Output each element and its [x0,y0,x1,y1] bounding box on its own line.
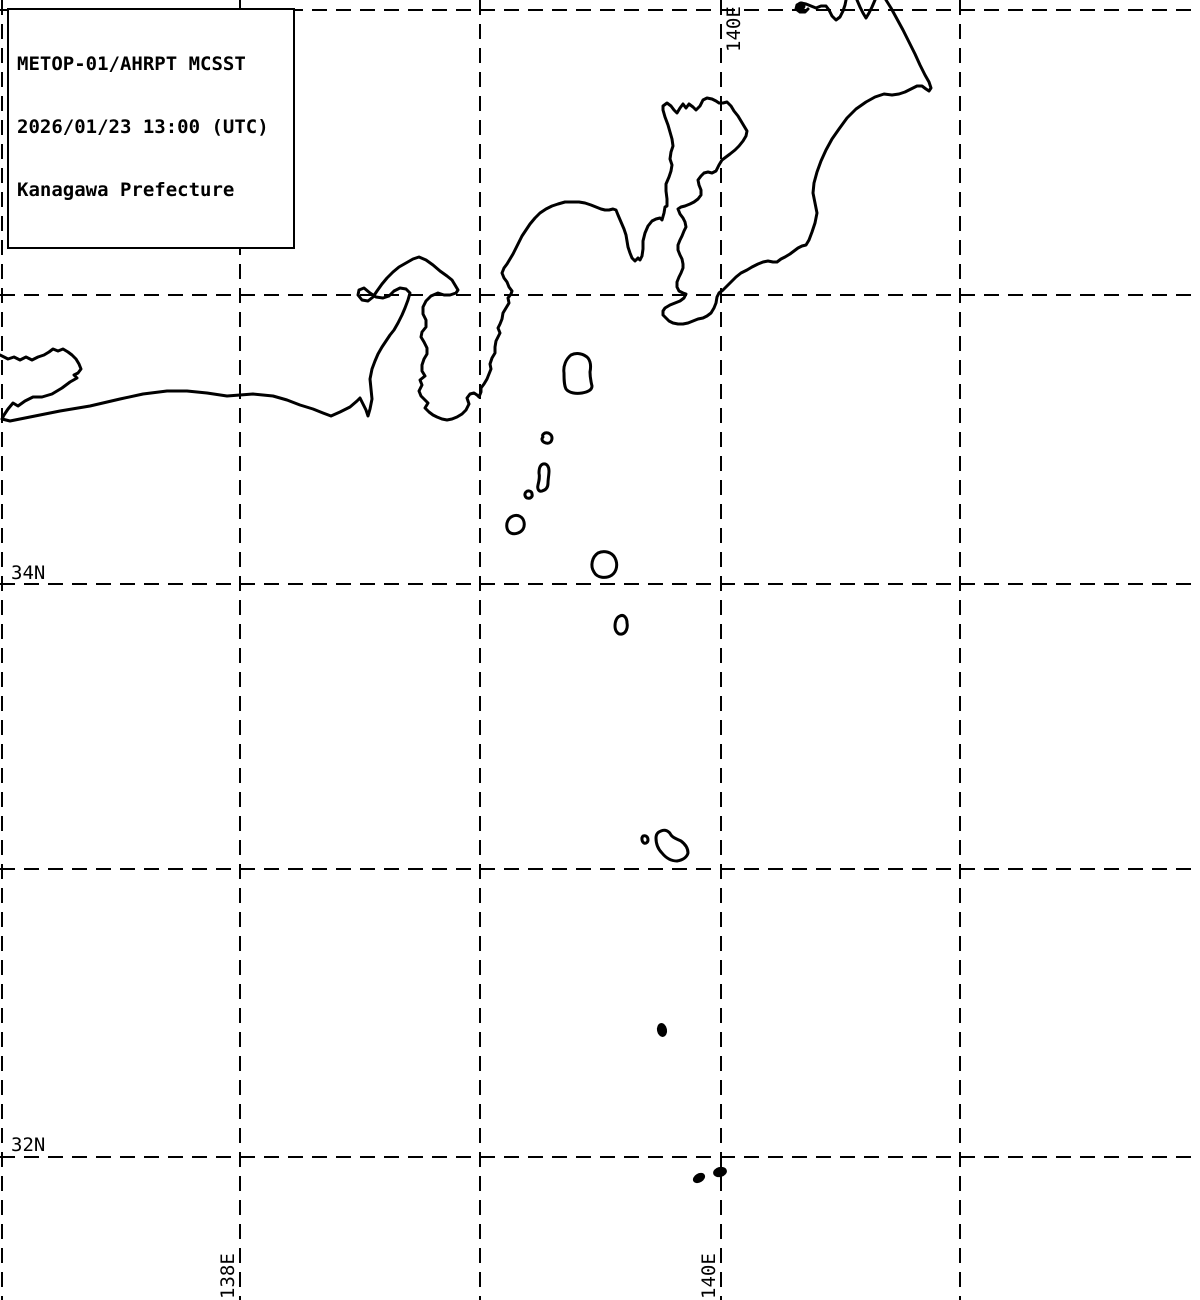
hachijojima-island [654,828,690,863]
map-title-box: METOP-01/AHRPT MCSST 2026/01/23 13:00 (U… [7,8,295,249]
region-name: Kanagawa Prefecture [17,179,235,201]
longitude-label-140e-top: 140E [723,6,745,52]
bayonnaise-rock-west [692,1172,706,1184]
bayonnaise-rock-east [713,1166,727,1178]
observation-datetime: 2026/01/23 13:00 (UTC) [17,116,269,138]
miyakejima-island [590,550,619,579]
toshima-island [540,431,554,445]
aogashima-island [656,1023,668,1037]
longitude-label-140e-bottom: 140E [698,1253,720,1299]
tone-inlet-segment [794,0,848,22]
kashima-notch-segment [855,0,877,20]
mikurajima-island [613,614,629,636]
izu-oshima-island [562,352,594,395]
honshu-coastline [0,0,933,423]
niijima-island [536,462,551,493]
latitude-label-34n: 34N [11,562,46,584]
hachijo-kojima-island [640,834,650,845]
shikinejima-island [523,489,534,500]
coastal-dot [796,1,806,11]
longitude-label-138e-bottom: 138E [217,1253,239,1299]
latitude-label-32n: 32N [11,1134,46,1156]
kozushima-island [505,513,526,536]
satellite-product-title: METOP-01/AHRPT MCSST [17,53,246,75]
